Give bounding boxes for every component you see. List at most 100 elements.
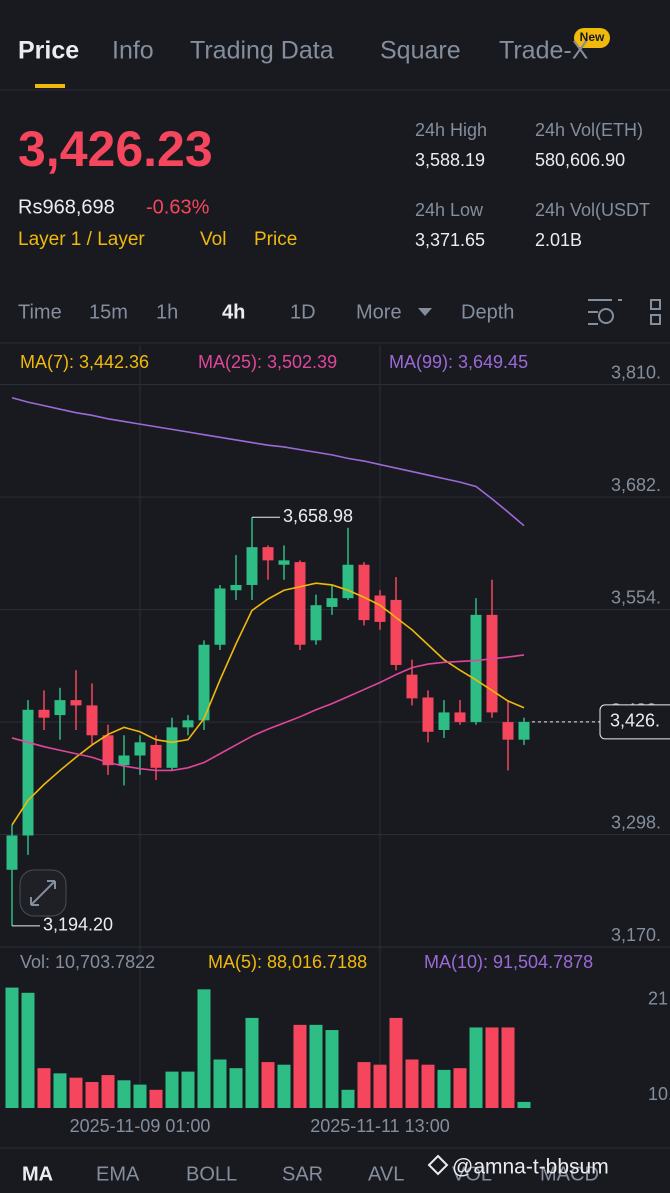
ma-line bbox=[11, 396, 525, 527]
volume-bar bbox=[69, 1077, 83, 1108]
volume-bar bbox=[341, 1089, 355, 1108]
volume-bar bbox=[149, 1089, 163, 1108]
settings-icon[interactable] bbox=[588, 299, 622, 325]
volume-bar bbox=[293, 1024, 307, 1108]
y-tick-label: 3,298. bbox=[611, 812, 661, 832]
x-tick-label: 2025-11-11 13:00 bbox=[310, 1116, 449, 1136]
watermark: @amna-t-bbsum bbox=[452, 1156, 609, 1179]
volume-bar bbox=[37, 1068, 51, 1108]
candle-body bbox=[390, 599, 402, 665]
layout-icon[interactable] bbox=[650, 299, 661, 310]
volume-bar bbox=[389, 1017, 403, 1108]
last-price-label: 3,426. bbox=[610, 711, 660, 731]
volume-legend: MA(5): 88,016.7188 bbox=[208, 952, 367, 972]
candle-body bbox=[230, 584, 242, 591]
volume-bar bbox=[277, 1064, 291, 1108]
volume-tick-label: 10. bbox=[648, 1084, 670, 1104]
volume-tick-label: 21 bbox=[648, 988, 668, 1008]
indicator-tab[interactable]: MACD bbox=[540, 1163, 599, 1185]
layout-icon bbox=[650, 314, 661, 325]
candle-body bbox=[102, 735, 114, 766]
indicator-tab[interactable]: VOL bbox=[452, 1163, 492, 1185]
volume-legend: MA(10): 91,504.7878 bbox=[424, 952, 593, 972]
high-label: 3,658.98 bbox=[283, 506, 353, 526]
volume-bar bbox=[485, 1027, 499, 1108]
candle-body bbox=[166, 727, 178, 768]
volume-bar bbox=[373, 1064, 387, 1108]
candle-body bbox=[518, 721, 530, 740]
last-price-box bbox=[599, 704, 670, 740]
interval[interactable]: 1h bbox=[156, 301, 178, 323]
tag: Layer 1 / Layer bbox=[18, 229, 145, 250]
volume-bar bbox=[117, 1080, 131, 1108]
interval[interactable]: 1D bbox=[290, 301, 316, 323]
tab[interactable]: Trade-X bbox=[499, 37, 589, 65]
volume-bar bbox=[453, 1068, 467, 1108]
interval[interactable]: 15m bbox=[89, 301, 128, 323]
indicator-tab[interactable]: BOLL bbox=[186, 1163, 237, 1185]
candle-body bbox=[6, 835, 18, 870]
volume-bar bbox=[405, 1059, 419, 1108]
candle-body bbox=[54, 700, 66, 716]
candle-body bbox=[246, 547, 258, 585]
y-tick-label: 3,682. bbox=[611, 475, 661, 495]
candle-body bbox=[374, 595, 386, 622]
stat-value: 2.01B bbox=[535, 230, 582, 250]
settings-icon-circle bbox=[598, 308, 614, 324]
candle-body bbox=[198, 644, 210, 721]
candle-body bbox=[182, 720, 194, 728]
candle-body bbox=[422, 697, 434, 732]
last-price: 3,426.23 bbox=[18, 121, 213, 177]
new-badge: New bbox=[580, 30, 605, 44]
candle-body bbox=[454, 712, 466, 723]
volume-bar bbox=[5, 987, 19, 1108]
candle-body bbox=[262, 547, 274, 561]
candle-body bbox=[22, 709, 34, 836]
change: -0.63% bbox=[146, 196, 210, 218]
stat-value: 3,371.65 bbox=[415, 230, 485, 250]
volume-bar bbox=[181, 1071, 195, 1108]
volume-bar bbox=[101, 1075, 115, 1108]
candle-body bbox=[150, 744, 162, 768]
candle-body bbox=[342, 564, 354, 599]
indicator-tab[interactable]: SAR bbox=[282, 1163, 323, 1185]
volume-bar bbox=[309, 1024, 323, 1108]
y-tick-label: 3,554. bbox=[611, 587, 661, 607]
stat-label: 24h Vol(USDT bbox=[535, 200, 650, 220]
fiat-price: Rs968,698 bbox=[18, 196, 115, 218]
volume-bar bbox=[165, 1071, 179, 1108]
tab[interactable]: Info bbox=[112, 37, 154, 65]
candle-body bbox=[118, 755, 130, 766]
volume-bar bbox=[245, 1017, 259, 1108]
candle-body bbox=[326, 598, 338, 607]
tab[interactable]: Price bbox=[18, 37, 79, 65]
candle-body bbox=[438, 712, 450, 731]
x-tick-label: 2025-11-09 01:00 bbox=[70, 1116, 211, 1136]
indicator-tab[interactable]: AVL bbox=[368, 1163, 404, 1185]
ma-line bbox=[11, 582, 525, 826]
interval[interactable]: Time bbox=[18, 301, 62, 323]
volume-bar bbox=[517, 1101, 531, 1108]
volume-bar bbox=[437, 1069, 451, 1108]
candle-body bbox=[134, 742, 146, 756]
interval[interactable]: Depth bbox=[461, 301, 514, 323]
candle-body bbox=[294, 562, 306, 645]
interval[interactable]: More bbox=[356, 301, 402, 323]
tab[interactable]: Trading Data bbox=[190, 37, 334, 65]
volume-bar bbox=[357, 1062, 371, 1108]
tag: Price bbox=[254, 229, 297, 250]
indicator-tab[interactable]: MA bbox=[22, 1163, 53, 1185]
more-arrow bbox=[418, 308, 432, 316]
candle-body bbox=[278, 560, 290, 565]
tab[interactable]: Square bbox=[380, 37, 461, 65]
candle-body bbox=[358, 564, 370, 621]
indicator-tab[interactable]: EMA bbox=[96, 1163, 140, 1185]
candle-body bbox=[502, 722, 514, 740]
candle-body bbox=[38, 709, 50, 718]
candle-body bbox=[486, 614, 498, 713]
volume-bar bbox=[213, 1059, 227, 1108]
volume-bar bbox=[53, 1073, 67, 1108]
interval[interactable]: 4h bbox=[222, 301, 245, 323]
ma-legend: MA(99): 3,649.45 bbox=[389, 352, 528, 372]
candle-body bbox=[470, 614, 482, 723]
